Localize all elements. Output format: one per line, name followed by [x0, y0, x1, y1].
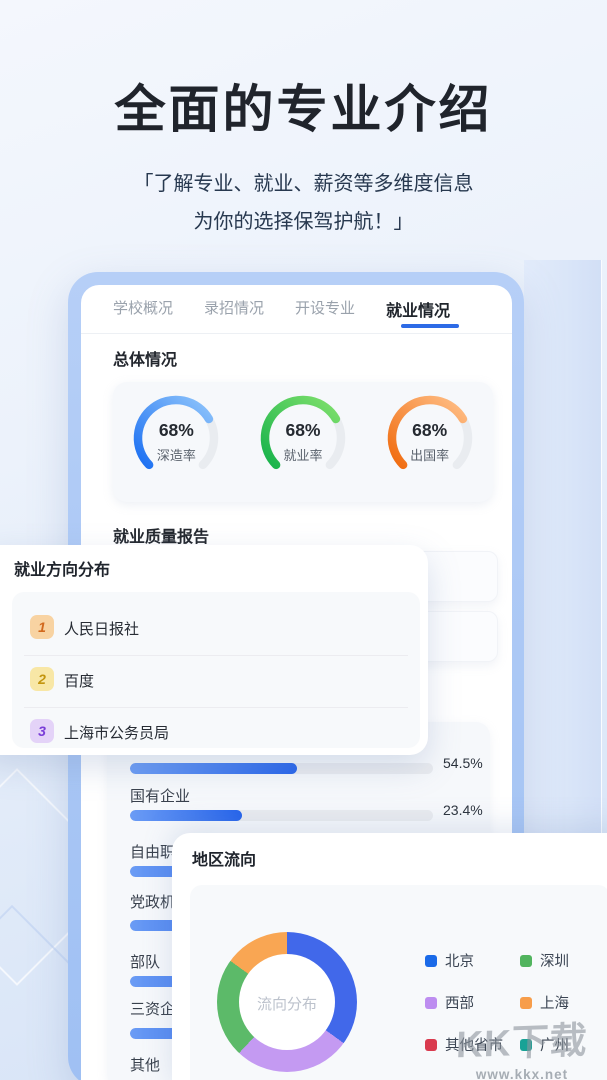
gauge-value: 68% [412, 420, 448, 440]
watermark: KK下载 www.kkx.net [436, 1012, 607, 1080]
bar-fill [130, 763, 297, 774]
gauge-arc [260, 395, 346, 470]
legend-swatch [425, 996, 437, 1009]
gauge-label: 出国率 [410, 448, 450, 463]
legend-label: 西部 [445, 996, 474, 1012]
legend-label: 广州 [540, 1038, 569, 1054]
gauge-value: 68% [158, 420, 194, 440]
gauge-value: 68% [285, 420, 321, 440]
bar-fill [130, 810, 243, 821]
legend-label: 深圳 [540, 954, 569, 970]
bar-label: 其他 [130, 1057, 161, 1074]
hero-subtitle-line-1: 「了解专业、就业、薪资等多维度信息 [133, 173, 474, 195]
list-item: 上海市公务员局 [64, 725, 170, 742]
bar-label: 国有企业 [130, 788, 191, 805]
gauge-further-study-rate: 68% 深造率 [128, 386, 224, 498]
donut-chart [217, 932, 357, 1072]
bar-track [130, 763, 433, 774]
divider [24, 655, 408, 656]
tab-bar: 学校概况 录招情况 开设专业 就业情况 [113, 297, 450, 321]
gauge-abroad-rate: 68% 出国率 [382, 386, 478, 498]
legend-item: 北京 [425, 950, 474, 971]
rank-badge: 2 [30, 667, 54, 691]
rank-badge: 1 [30, 615, 54, 639]
region-card-title: 地区流向 [192, 852, 257, 869]
section-title-report: 就业质量报告 [113, 529, 210, 546]
watermark-url: www.kkx.net [475, 1067, 569, 1080]
page-title: 全面的专业介绍 [114, 81, 493, 138]
list-item: 人民日报社 [64, 621, 140, 638]
tab-admissions[interactable]: 录招情况 [204, 300, 265, 317]
direction-card-title: 就业方向分布 [14, 562, 111, 579]
gauge-arc [134, 395, 219, 470]
tab-employment[interactable]: 就业情况 [386, 303, 451, 320]
region-panel: 流向分布 北京 深圳 西部 上海 其他省市 [190, 885, 607, 1080]
legend-swatch [425, 1038, 437, 1051]
active-tab-underline [401, 324, 459, 328]
employment-direction-card: 就业方向分布 1 人民日报社 2 百度 3 上海市公务员局 [0, 545, 428, 755]
gauge-panel: 68% 深造率 68% 就业率 [113, 382, 493, 502]
gauge-label: 就业率 [283, 448, 323, 463]
donut-center-label: 流向分布 [256, 996, 317, 1013]
legend-label: 其他省市 [445, 1038, 503, 1054]
rank-badge: 3 [30, 719, 54, 743]
divider [24, 707, 408, 708]
list-item: 百度 [64, 673, 95, 690]
legend-swatch [425, 954, 437, 967]
section-title-overall: 总体情况 [113, 352, 178, 369]
legend-label: 北京 [445, 954, 474, 970]
bar-value: 23.4% [443, 802, 483, 818]
tab-school-overview[interactable]: 学校概况 [113, 300, 174, 317]
legend-label: 上海 [540, 996, 569, 1012]
hero-subtitle: 「了解专业、就业、薪资等多维度信息 为你的选择保驾护航！」 [0, 165, 607, 241]
direction-list: 1 人民日报社 2 百度 3 上海市公务员局 [12, 592, 420, 748]
legend-item: 上海 [520, 992, 569, 1013]
legend-swatch [520, 996, 532, 1009]
gauge-arc [387, 395, 472, 470]
bar-value: 54.5% [443, 755, 483, 771]
legend-item: 深圳 [520, 950, 569, 971]
watermark-logo: KK下载 [455, 1019, 589, 1066]
legend-swatch [520, 954, 532, 967]
gauge-employment-rate: 68% 就业率 [255, 386, 351, 498]
tabs-divider [81, 333, 512, 334]
hero-subtitle-line-2: 为你的选择保驾护航！」 [193, 211, 414, 233]
legend-item: 广州 [520, 1034, 569, 1055]
legend-item: 其他省市 [425, 1034, 503, 1055]
region-flow-card: 地区流向 流向分布 北京 深圳 西部 上海 其他省市 [172, 833, 607, 1080]
legend-swatch [520, 1038, 532, 1051]
bar-track [130, 810, 433, 821]
gauge-label: 深造率 [156, 448, 196, 463]
tab-majors-offered[interactable]: 开设专业 [295, 300, 356, 317]
bar-label: 部队 [130, 954, 161, 971]
legend-item: 西部 [425, 992, 474, 1013]
